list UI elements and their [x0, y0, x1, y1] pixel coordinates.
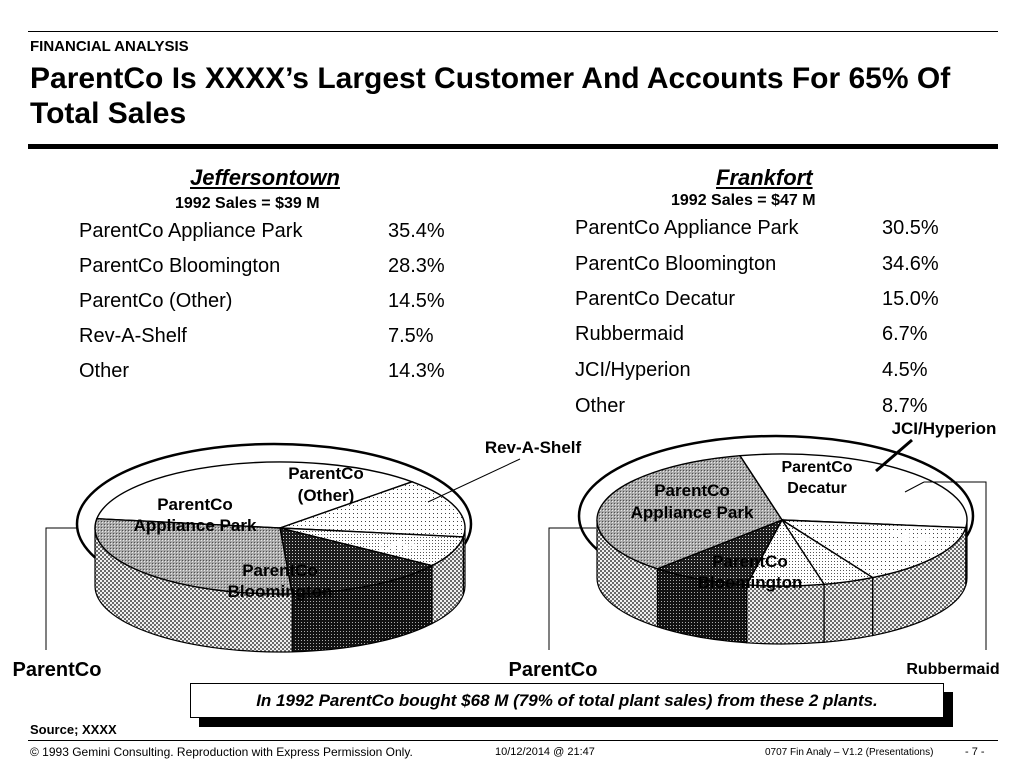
footnote-box: In 1992 ParentCo bought $68 M (79% of to…: [190, 683, 944, 718]
footer-copyright: © 1993 Gemini Consulting. Reproduction w…: [30, 745, 413, 759]
slice-label-bloomington: Bloomington: [228, 582, 333, 601]
plant-sales-jeffersontown: 1992 Sales = $39 M: [175, 195, 320, 212]
footer-date: 10/12/2014 @ 21:47: [495, 746, 595, 758]
source-note: Source; XXXX: [30, 722, 117, 737]
bracket-parentco-left: [45, 527, 76, 650]
slice-label-parentco-other: ParentCo: [288, 464, 364, 483]
plant-name-jeffersontown: Jeffersontown: [190, 165, 340, 190]
table-row-value: 34.6%: [882, 253, 939, 275]
pie-slice-parentco-bloomington: [596, 454, 784, 570]
table-row-value: 6.7%: [882, 323, 928, 345]
footnote-text: In 1992 ParentCo bought $68 M (79% of to…: [256, 690, 878, 710]
slice-label-appliance-park: ParentCo: [654, 481, 730, 500]
group-label-parentco: ParentCo: [509, 659, 598, 681]
callout-rev-a-shelf: Rev-A-Shelf: [485, 438, 582, 457]
plant-sales-frankfort: 1992 Sales = $47 M: [671, 192, 816, 209]
table-row-value: 4.5%: [882, 359, 928, 381]
slice-label-decatur: Decatur: [787, 480, 847, 497]
pie-slice-parentco-bloomington: [94, 517, 293, 595]
table-row-label: Other: [575, 395, 626, 417]
plant-name-frankfort: Frankfort: [716, 165, 813, 190]
table-row-value: 15.0%: [882, 288, 939, 310]
slice-label-bloomington: Bloomington: [698, 573, 803, 592]
top-rule: [28, 31, 998, 32]
slice-label-appliance-park: Appliance Park: [134, 516, 257, 535]
table-row-value: 28.3%: [388, 255, 445, 277]
table-row-label: ParentCo Bloomington: [79, 255, 281, 277]
table-row-label: JCI/Hyperion: [575, 359, 691, 381]
pie-jeffersontown: [75, 442, 473, 653]
slice-label-parentco-other: (Other): [298, 486, 355, 505]
slice-label-decatur: ParentCo: [781, 459, 852, 476]
slice-label-other: Other: [889, 529, 935, 548]
footer-doc: 0707 Fin Analy – V1.2 (Presentations): [765, 747, 934, 758]
table-row-label: ParentCo Appliance Park: [575, 217, 799, 239]
slice-label-bloomington: ParentCo: [242, 561, 318, 580]
callout-jci-hyperion: JCI/Hyperion: [892, 419, 997, 438]
group-label-parentco: ParentCo: [13, 659, 102, 681]
table-row-value: 30.5%: [882, 217, 939, 239]
pie-slice-parentco-decatur: [779, 519, 967, 579]
pie-slice-other: [655, 518, 784, 586]
callout-rubbermaid: Rubbermaid: [906, 661, 999, 678]
table-row-label: ParentCo Decatur: [575, 288, 736, 310]
page-title: ParentCo Is XXXX’s Largest Customer And …: [30, 62, 951, 130]
pie-slice-other: [279, 527, 434, 595]
table-row-label: Other: [79, 360, 130, 382]
slice-label-appliance-park: Appliance Park: [631, 503, 754, 522]
bracket-parentco-right: [548, 527, 596, 650]
pie-frankfort: [577, 434, 975, 645]
slice-label-bloomington: ParentCo: [712, 552, 788, 571]
slice-label-appliance-park: ParentCo: [157, 495, 233, 514]
table-row-value: 14.3%: [388, 360, 445, 382]
table-row-label: Rubbermaid: [575, 323, 684, 345]
section-label: FINANCIAL ANALYSIS: [30, 38, 189, 55]
pie-side-jci-hyperion: [823, 576, 874, 643]
footer-rule: [28, 740, 998, 741]
table-row-value: 35.4%: [388, 220, 445, 242]
callout-line-jci-hyperion: [875, 438, 913, 473]
table-row-value: 14.5%: [388, 290, 445, 312]
footer-page: - 7 -: [965, 746, 985, 758]
pie-side-rubbermaid: [746, 583, 825, 645]
pie-slice-parentco-other: [279, 481, 466, 538]
pie-slice-parentco-appliance-park: [738, 453, 968, 529]
slice-label-other: Other: [378, 537, 424, 556]
callout-line-rubbermaid: [904, 481, 925, 493]
title-rule: [28, 144, 998, 149]
bracket-rubbermaid: [924, 481, 987, 650]
table-row-value: 8.7%: [882, 395, 928, 417]
table-row-value: 7.5%: [388, 325, 434, 347]
table-row-label: Rev-A-Shelf: [79, 325, 187, 347]
callout-line-rev-a-shelf: [427, 458, 521, 503]
pie-slice-parentco-appliance-park: [95, 461, 415, 529]
table-row-label: ParentCo (Other): [79, 290, 233, 312]
table-row-label: ParentCo Appliance Park: [79, 220, 303, 242]
table-row-label: ParentCo Bloomington: [575, 253, 777, 275]
